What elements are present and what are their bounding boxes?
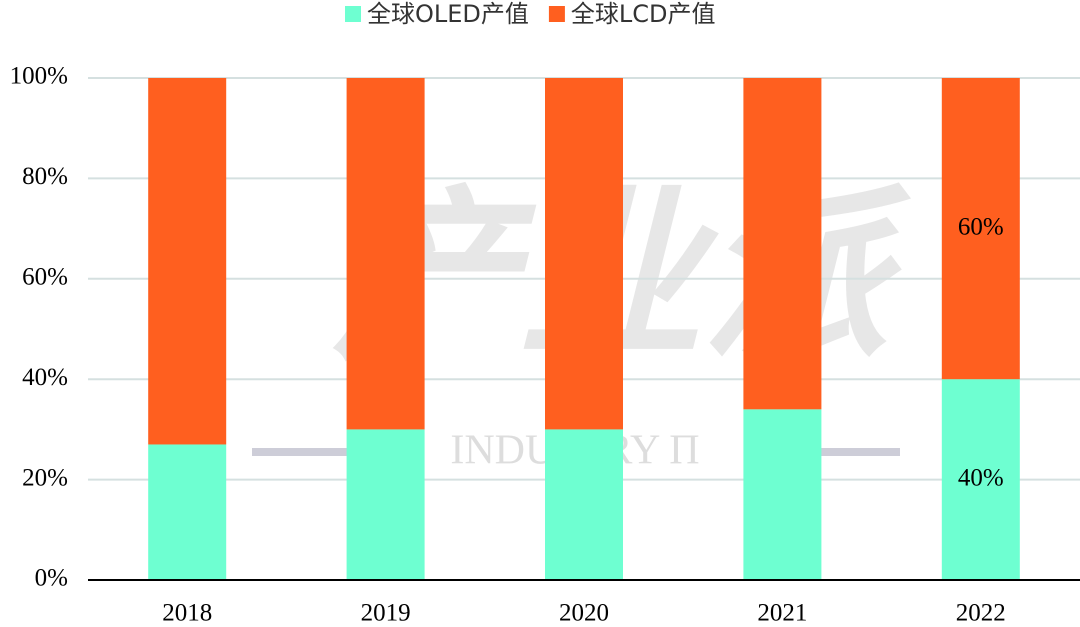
bar-segment [346, 429, 425, 580]
x-tick-label: 2020 [559, 600, 609, 627]
x-tick-label: 2018 [162, 600, 212, 627]
y-tick-label: 40% [22, 364, 68, 391]
bar-segment [743, 78, 822, 410]
watermark-bar [760, 448, 900, 456]
bar-segment [545, 78, 623, 430]
x-tick-label: 2021 [757, 600, 807, 627]
bar-segment [545, 429, 623, 580]
data-label: 60% [958, 213, 1004, 240]
y-tick-label: 20% [22, 464, 68, 491]
bar-segment [941, 78, 1020, 380]
x-tick-label: 2022 [956, 600, 1006, 627]
legend-label: 全球LCD产值 [571, 0, 716, 28]
bar-segment [148, 444, 227, 580]
bar-segment [346, 78, 425, 430]
legend-swatch [345, 6, 361, 22]
bar-segment [941, 379, 1020, 580]
y-tick-label: 100% [10, 63, 68, 90]
x-tick-label: 2019 [361, 600, 411, 627]
legend-swatch [548, 6, 565, 22]
y-tick-label: 60% [22, 264, 68, 291]
bar-segment [148, 78, 227, 445]
data-label: 40% [958, 464, 1004, 491]
legend-label: 全球OLED产值 [367, 0, 529, 28]
y-tick-label: 80% [22, 163, 68, 190]
watermark-bar [252, 448, 392, 456]
bar-segment [743, 409, 822, 580]
y-tick-label: 0% [35, 565, 68, 592]
